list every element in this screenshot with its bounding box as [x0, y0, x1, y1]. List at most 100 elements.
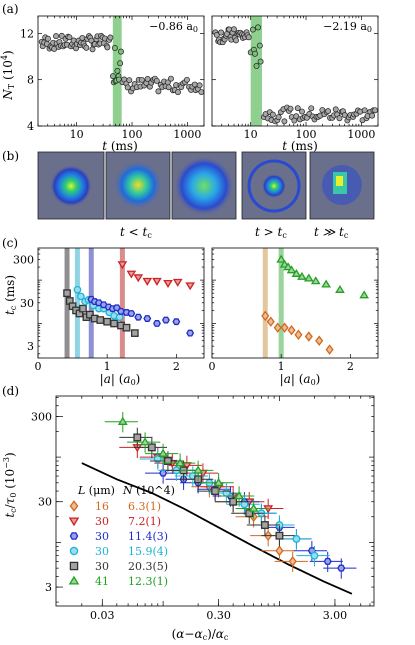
data-point — [117, 261, 128, 270]
data-point — [281, 118, 288, 125]
y-axis-label-a: NT (104) — [0, 50, 16, 100]
data-point — [162, 316, 170, 324]
data-point — [325, 344, 334, 355]
y-tick-label: 3 — [45, 581, 52, 594]
axes-frame — [211, 247, 379, 359]
data-point — [369, 112, 376, 119]
data-point — [280, 322, 289, 333]
y-tick-label: 8 — [27, 74, 34, 87]
vertical-band — [262, 248, 268, 358]
panel-d: 0.03 0.30 3.00 3 30 300 L (μm) N (10^4) 16 6.3(1… — [31, 395, 375, 622]
data-point — [110, 319, 118, 328]
panel-label-a: (a) — [2, 2, 19, 16]
data-point — [134, 313, 143, 321]
legend-marker — [69, 546, 79, 556]
data-point — [127, 310, 136, 317]
vertical-band — [74, 248, 80, 358]
data-point — [234, 491, 245, 500]
data-point — [126, 270, 137, 279]
x-axis-label-a-right: t (ms) — [282, 139, 318, 153]
data-point — [240, 500, 249, 509]
data-point — [261, 310, 270, 322]
legend-marker — [69, 561, 79, 571]
data-point — [163, 457, 172, 465]
data-point — [230, 26, 237, 33]
data-point — [294, 105, 301, 112]
data-point — [269, 111, 276, 118]
data-point — [103, 317, 112, 326]
data-point — [117, 416, 128, 425]
image-frame-4 — [241, 151, 307, 220]
data-point — [291, 268, 302, 277]
data-point — [292, 534, 301, 543]
x-tick-label: 0 — [209, 360, 216, 373]
data-point — [304, 273, 314, 282]
data-point — [233, 37, 239, 44]
data-point — [163, 279, 173, 288]
x-tick-label: 1 — [278, 360, 285, 373]
legend-marker — [69, 500, 79, 512]
data-point — [276, 254, 286, 263]
image-frame-3 — [171, 151, 237, 220]
y-tick-label: 12 — [20, 27, 34, 40]
data-point — [77, 292, 85, 301]
data-point — [86, 310, 94, 319]
panel-label-b: (b) — [2, 149, 19, 163]
panel-a-left: 10 100 1000 4 8 12 −0.86 a0 — [20, 15, 205, 141]
data-point — [109, 73, 116, 80]
data-point — [133, 274, 144, 283]
annotation: −2.19 a0 — [323, 20, 372, 34]
image-label-left: t < tc — [120, 225, 152, 240]
y-tick-label: 300 — [31, 410, 52, 423]
axes-frame — [55, 395, 375, 607]
panel-label-d: (d) — [2, 384, 19, 398]
data-point — [126, 77, 133, 84]
data-point — [213, 31, 220, 38]
data-point — [144, 76, 151, 82]
data-point — [287, 105, 294, 112]
data-point — [321, 279, 331, 288]
data-point — [175, 89, 181, 96]
legend-L: 30 — [95, 545, 109, 558]
data-point — [143, 315, 152, 322]
x-tick-label: 0.30 — [206, 609, 231, 622]
data-point — [198, 89, 205, 95]
data-point — [79, 304, 87, 313]
data-point — [118, 48, 124, 55]
axes-frame — [211, 15, 379, 127]
axes-frame — [37, 247, 205, 359]
legend: L (μm) N (10^4) 16 6.3(1) 30 7.2(1) 30 11.4(3) 3… — [68, 484, 175, 588]
data-point — [196, 82, 203, 89]
legend-N: 20.3(5) — [128, 560, 168, 573]
data-point — [245, 34, 252, 41]
data-point — [193, 465, 204, 474]
data-point — [153, 77, 160, 84]
legend-marker — [68, 517, 80, 527]
x-tick-label: 2 — [347, 360, 354, 373]
data-point — [175, 458, 186, 467]
data-point — [253, 63, 260, 69]
data-point — [115, 313, 124, 321]
data-point — [155, 88, 162, 95]
legend-N: 15.9(4) — [128, 545, 168, 558]
data-point — [275, 531, 284, 540]
data-point — [122, 323, 131, 332]
data-point — [96, 316, 105, 324]
data-point — [213, 477, 224, 487]
data-point — [117, 307, 125, 315]
panel-label-c: (c) — [2, 236, 18, 250]
data-point — [359, 290, 369, 299]
x-tick-label: 2 — [173, 360, 180, 373]
data-point — [299, 108, 305, 115]
data-point — [257, 58, 264, 65]
data-point — [168, 75, 174, 82]
panel-c-right: 0 1 2 — [209, 247, 379, 373]
y-tick-label: 4 — [27, 120, 34, 133]
x-tick-label: 3.00 — [323, 609, 348, 622]
data-point — [297, 271, 307, 280]
data-point — [63, 289, 71, 298]
data-point — [308, 105, 315, 112]
data-point — [142, 277, 153, 286]
x-axis-label-d: (α−αc)/αc — [172, 627, 229, 642]
